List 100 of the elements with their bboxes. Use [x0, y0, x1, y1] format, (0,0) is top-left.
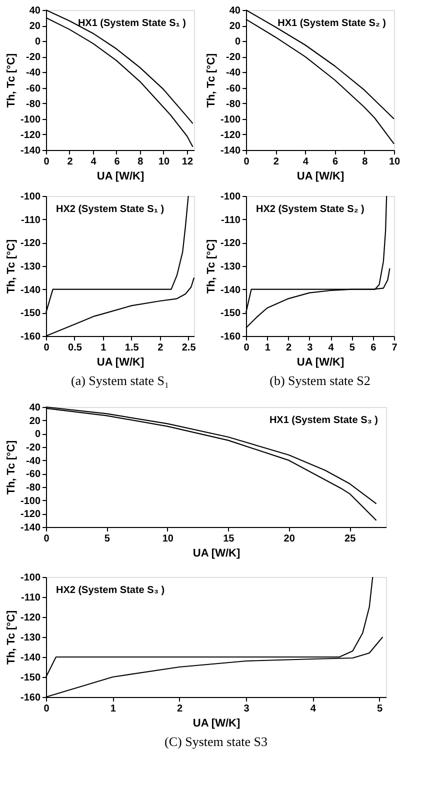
x-axis-title: UA [W/K] — [96, 356, 144, 368]
y-tick-label: -120 — [20, 509, 41, 520]
x-tick-label: 2 — [286, 342, 292, 354]
x-tick-label: 3 — [307, 342, 314, 354]
y-tick-label: 40 — [229, 6, 241, 16]
y-tick-label: -100 — [220, 192, 241, 202]
y-tick-label: -60 — [26, 469, 41, 480]
y-tick-label: -130 — [220, 262, 241, 272]
y-tick-label: -40 — [226, 68, 241, 79]
y-tick-label: -140 — [20, 146, 41, 156]
x-tick-label: 0 — [44, 156, 50, 168]
text: (a) System state S₁ — [70, 373, 170, 388]
text: HX1 (System State S₃ ) — [269, 415, 378, 426]
text: HX2 (System State S₃ ) — [56, 585, 165, 596]
y-tick-label: -150 — [220, 308, 241, 320]
x-tick-label: 0 — [44, 342, 50, 354]
y-tick-label: -120 — [220, 130, 241, 141]
y-tick-label: -130 — [20, 632, 41, 644]
x-tick-label: 0 — [44, 704, 50, 714]
text: (b) System state S2 — [270, 373, 370, 388]
y-tick-label: -150 — [20, 308, 41, 320]
x-tick-label: 2 — [177, 704, 184, 714]
x-tick-label: 5 — [104, 534, 110, 544]
y-tick-label: -140 — [20, 522, 41, 534]
y-tick-label: -140 — [20, 652, 41, 664]
x-tick-label: 1 — [264, 342, 271, 354]
y-tick-label: -120 — [20, 612, 41, 624]
y-axis-title: Th, Tc [°C] — [5, 610, 18, 665]
y-tick-label: -40 — [26, 456, 41, 467]
y-tick-label: -100 — [20, 496, 41, 507]
x-axis-title: UA [W/K] — [296, 356, 344, 368]
x-tick-label: 10 — [158, 156, 170, 168]
x-axis-title: UA [W/K] — [96, 170, 144, 182]
y-tick-label: -140 — [20, 284, 41, 296]
y-tick-label: 40 — [29, 6, 41, 16]
x-tick-label: 8 — [138, 156, 144, 168]
y-tick-label: 0 — [34, 429, 41, 440]
x-tick-label: 12 — [182, 156, 194, 168]
y-tick-label: -80 — [226, 98, 241, 110]
y-tick-label: 0 — [34, 36, 41, 48]
y-tick-label: -140 — [220, 146, 241, 156]
x-tick-label: 8 — [362, 156, 368, 168]
x-tick-label: 15 — [223, 534, 235, 544]
y-tick-label: -40 — [26, 68, 41, 79]
x-tick-label: 0.5 — [68, 342, 82, 354]
x-tick-label: 4 — [328, 342, 334, 354]
y-tick-label: 20 — [29, 21, 41, 32]
y-tick-label: -60 — [226, 83, 241, 94]
y-tick-label: -100 — [20, 192, 41, 202]
x-tick-label: 1 — [110, 704, 116, 714]
text: HX2 (System State S₁ ) — [56, 204, 164, 215]
y-tick-label: -120 — [20, 130, 41, 141]
x-tick-label: 2 — [158, 342, 164, 354]
y-axis-title: Th, Tc [°C] — [5, 53, 18, 108]
x-tick-label: 1 — [100, 342, 107, 354]
x-tick-label: 7 — [392, 342, 398, 354]
x-tick-label: 1.5 — [124, 342, 140, 354]
x-tick-label: 25 — [344, 534, 356, 544]
y-tick-label: -130 — [20, 262, 41, 272]
y-tick-label: -60 — [26, 83, 41, 94]
y-tick-label: 40 — [29, 402, 41, 414]
x-tick-label: 4 — [90, 156, 97, 168]
x-tick-label: 20 — [284, 534, 296, 544]
x-tick-label: 0 — [244, 342, 250, 354]
y-tick-label: -100 — [20, 572, 41, 584]
y-tick-label: -140 — [220, 284, 241, 296]
x-tick-label: 2.5 — [182, 342, 196, 354]
y-tick-label: -120 — [20, 238, 41, 250]
y-axis-title: Th, Tc [°C] — [5, 440, 18, 495]
y-axis-title: Th, Tc [°C] — [205, 53, 218, 108]
y-tick-label: -80 — [26, 98, 41, 110]
y-tick-label: -100 — [220, 114, 241, 126]
y-tick-label: -120 — [220, 238, 241, 250]
y-tick-label: -110 — [21, 214, 41, 226]
text: (C) System state S3 — [164, 734, 268, 749]
x-tick-label: 4 — [310, 704, 316, 714]
x-tick-label: 10 — [162, 534, 174, 544]
text: HX2 (System State S₂ ) — [256, 204, 364, 215]
x-tick-label: 10 — [388, 156, 400, 168]
text: HX1 (System State S₂ ) — [278, 18, 386, 29]
x-axis-title: UA [W/K] — [296, 170, 344, 182]
y-tick-label: -20 — [226, 52, 241, 64]
x-tick-label: 2 — [273, 156, 280, 168]
y-tick-label: -110 — [221, 214, 241, 226]
text: HX1 (System State S₁ ) — [78, 18, 186, 29]
x-tick-label: 0 — [44, 534, 50, 544]
x-tick-label: 6 — [332, 156, 339, 168]
x-tick-label: 5 — [349, 342, 356, 354]
y-tick-label: 20 — [29, 416, 41, 427]
x-tick-label: 0 — [244, 156, 250, 168]
y-tick-label: -160 — [20, 332, 41, 342]
y-tick-label: -150 — [20, 672, 41, 684]
y-axis-title: Th, Tc [°C] — [5, 239, 18, 294]
y-tick-label: -160 — [220, 332, 241, 342]
y-tick-label: 20 — [229, 21, 241, 32]
y-axis-title: Th, Tc [°C] — [205, 239, 218, 294]
y-tick-label: 0 — [234, 36, 241, 48]
y-tick-label: -20 — [26, 52, 41, 64]
y-tick-label: -80 — [26, 482, 41, 494]
y-tick-label: -20 — [26, 442, 41, 454]
